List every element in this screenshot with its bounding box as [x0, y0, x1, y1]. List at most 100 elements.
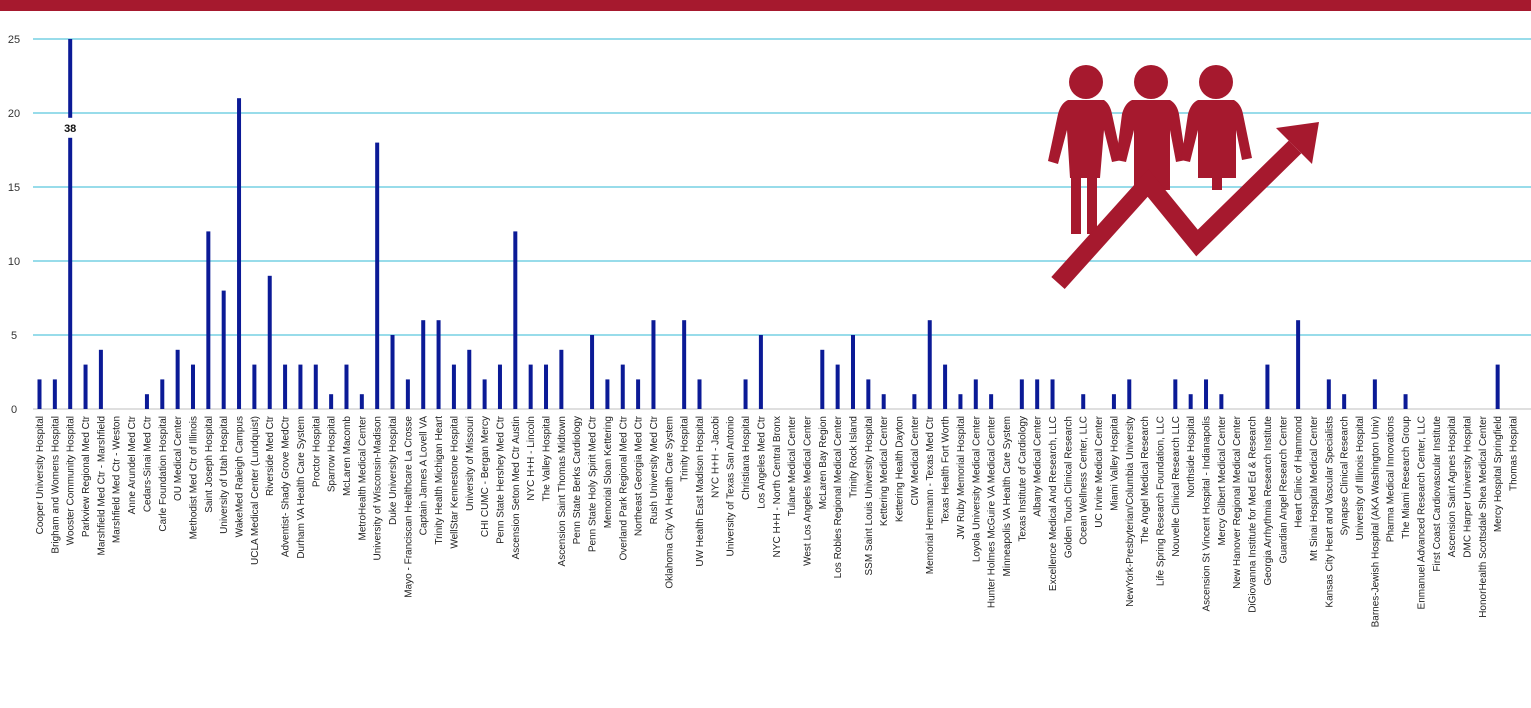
x-tick-label: Hunter Holmes McGuire VA Medical Center	[987, 415, 998, 608]
bar	[451, 364, 456, 409]
x-tick-label: OU Medical Center	[173, 415, 184, 501]
bar	[206, 231, 211, 409]
x-tick-label: Anne Arundel Med Ctr	[127, 415, 138, 514]
bar	[175, 349, 180, 409]
bar	[160, 379, 165, 409]
x-tick-label: Albany Medical Center	[1033, 415, 1044, 516]
growth-arrow-head	[1276, 122, 1319, 164]
x-tick-label: Memorial Sloan Kettering	[603, 416, 614, 528]
bar	[83, 364, 88, 409]
people-growth-icon	[1048, 65, 1319, 290]
y-tick-label: 0	[11, 404, 17, 416]
x-tick-label: SSM Saint Louis University Hospital	[864, 416, 875, 576]
bar	[820, 349, 825, 409]
x-tick-label: WakeMed Raleigh Campus	[235, 416, 246, 537]
x-tick-label: Duke University Hospital	[388, 416, 399, 525]
x-tick-label: Minneapolis VA Health Care System	[1002, 416, 1013, 576]
x-tick-label: Captain James A Lovell VA	[419, 416, 430, 536]
x-tick-label: Ascension Saint Thomas Midtown	[557, 416, 568, 566]
axis-break: 38	[62, 117, 79, 138]
bar	[881, 394, 886, 409]
x-tick-label: McLaren Macomb	[342, 416, 353, 496]
x-tick-label: Ascension Seton Med Ctr Austin	[511, 416, 522, 559]
x-tick-label: Barnes-Jewish Hospital (AKA Washington U…	[1370, 416, 1381, 627]
x-tick-label: UW Health East Madison Hospital	[695, 416, 706, 567]
x-tick-label: Rush University Med Ctr	[649, 415, 660, 524]
bar	[267, 275, 272, 409]
bar	[651, 320, 656, 409]
x-tick-label: CHI CUMC - Bergan Mercy	[480, 416, 491, 537]
bar	[497, 364, 502, 409]
bar	[758, 335, 763, 409]
x-tick-label: Brigham and Womens Hospital	[50, 416, 61, 554]
x-tick-label: Los Robles Regional Medical Center	[833, 415, 844, 578]
x-axis-labels: Cooper University Hospital Brigham and Wo…	[35, 415, 1520, 627]
x-tick-label: Ascension Saint Agnes Hospital	[1447, 416, 1458, 557]
bar	[1372, 379, 1377, 409]
x-tick-label: University of Texas San Antonio	[726, 416, 737, 557]
x-tick-label: NewYork-Presbyterian/Columbia University	[1125, 416, 1136, 607]
x-tick-label: Penn State Hershey Med Ctr	[495, 415, 506, 544]
y-axis-ticks: 0 5 10 15 20 25	[8, 34, 20, 416]
bar	[1204, 379, 1209, 409]
x-tick-label: Saint Joseph Hospital	[204, 416, 215, 513]
axis-break-gap	[62, 117, 79, 138]
bar	[605, 379, 610, 409]
bar	[237, 98, 242, 409]
bar	[221, 290, 226, 409]
x-tick-label: Mt Sinai Hospital Medical Center	[1309, 415, 1320, 561]
gridlines	[33, 38, 1531, 410]
bar	[1326, 379, 1331, 409]
x-tick-label: Kansas City Heart and Vascular Specialis…	[1324, 416, 1335, 608]
x-tick-label: Sparrow Hospital	[327, 416, 338, 492]
bar	[682, 320, 687, 409]
y-tick-label: 5	[11, 330, 17, 342]
bar	[835, 364, 840, 409]
x-tick-label: University of Illinois Hospital	[1355, 416, 1366, 541]
x-tick-label: Mercy Hospital Springfield	[1493, 416, 1504, 532]
x-tick-label: Proctor Hospital	[311, 416, 322, 487]
x-tick-label: Trinity Health Michigan Heart	[434, 416, 445, 545]
x-tick-label: Enmanuel Advanced Research Center, LLC	[1416, 416, 1427, 609]
bar	[313, 364, 318, 409]
x-tick-label: First Coast Cardiovascular Institute	[1432, 416, 1443, 572]
bar	[912, 394, 917, 409]
bar	[52, 379, 57, 409]
bar	[98, 349, 103, 409]
x-tick-label: McLaren Bay Region	[818, 416, 829, 509]
x-tick-label: Ocean Wellness Center, LLC	[1079, 416, 1090, 545]
x-tick-label: NYC H+H - North Central Bronx	[772, 416, 783, 557]
x-tick-label: Excellence Medical And Research, LLC	[1048, 416, 1059, 591]
top-color-band	[0, 0, 1531, 11]
x-tick-label: Miami Valley Hospital	[1109, 416, 1120, 511]
person-left-icon	[1048, 65, 1122, 234]
x-tick-label: Trinity Hospital	[680, 416, 691, 482]
x-tick-label: UCLA Medical Center (Lundquist)	[250, 416, 261, 565]
bar	[636, 379, 641, 409]
x-tick-label: DMC Harper University Hospital	[1462, 416, 1473, 558]
bar	[850, 335, 855, 409]
bar	[390, 335, 395, 409]
x-tick-label: JW Ruby Memorial Hospital	[956, 416, 967, 539]
y-tick-label: 15	[8, 182, 20, 194]
bar	[528, 364, 533, 409]
x-tick-label: Los Angeles Med Ctr	[756, 415, 767, 508]
bar	[467, 349, 472, 409]
y-tick-label: 25	[8, 34, 20, 46]
bar	[37, 379, 42, 409]
x-tick-label: Mercy Gilbert Medical Center	[1217, 415, 1228, 545]
x-tick-label: Kettering Medical Center	[879, 415, 890, 526]
axis-break-label: 38	[64, 123, 76, 135]
x-tick-label: University of Utah Hospital	[219, 416, 230, 534]
bar	[1173, 379, 1178, 409]
bar	[1265, 364, 1270, 409]
x-tick-label: WellStar Kennestone Hospital	[449, 416, 460, 549]
bar	[359, 394, 364, 409]
bar	[1219, 394, 1224, 409]
bar	[421, 320, 426, 409]
bar	[958, 394, 963, 409]
bar	[590, 335, 595, 409]
bar	[1050, 379, 1055, 409]
